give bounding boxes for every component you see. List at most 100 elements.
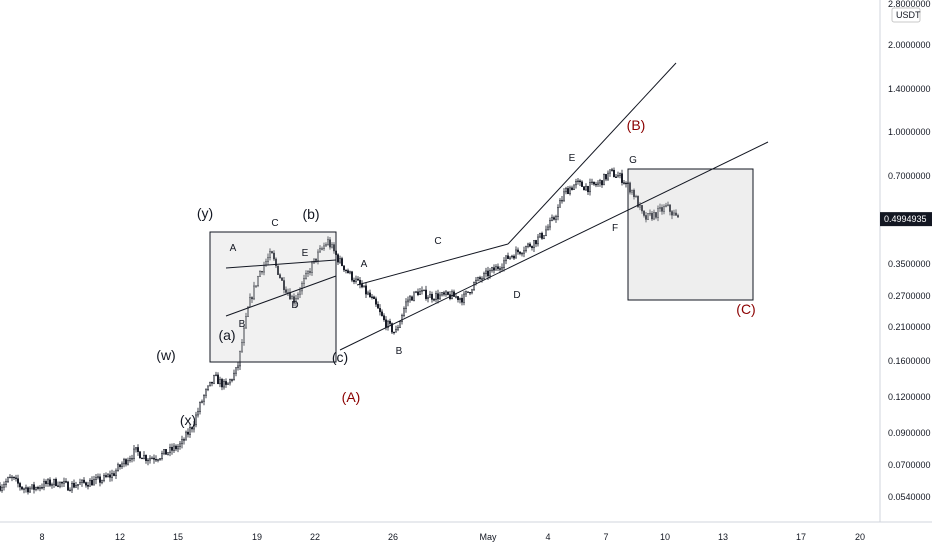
candle-body xyxy=(99,476,101,483)
candle-body xyxy=(301,283,303,292)
candle-body xyxy=(155,459,157,461)
candle-body xyxy=(567,188,569,195)
candle-body xyxy=(425,289,427,299)
wave-label: F xyxy=(612,223,618,234)
candle-body xyxy=(669,204,671,212)
candle-body xyxy=(275,258,277,267)
candle-body xyxy=(539,232,541,238)
candle-body xyxy=(423,289,425,292)
candle-body xyxy=(115,470,117,476)
candle-body xyxy=(443,292,445,295)
candle-body xyxy=(47,479,49,484)
candle-body xyxy=(355,278,357,282)
candle-body xyxy=(233,372,235,380)
candle-body xyxy=(445,291,447,295)
candle-body xyxy=(75,485,77,488)
y-tick-label: 0.0900000 xyxy=(888,428,931,438)
candle-body xyxy=(23,488,25,490)
candle-body xyxy=(381,311,383,316)
candle-body xyxy=(587,185,589,193)
candle-body xyxy=(589,182,591,193)
candle-body xyxy=(401,315,403,322)
candle-body xyxy=(83,479,85,483)
candle-body xyxy=(91,479,93,486)
candle-body xyxy=(245,316,247,329)
candle-body xyxy=(117,464,119,472)
candle-body xyxy=(427,297,429,299)
candle-body xyxy=(361,284,363,288)
candle-body xyxy=(373,296,375,300)
trend-line xyxy=(225,275,337,317)
candle-body xyxy=(337,254,339,263)
candle-body xyxy=(135,447,137,450)
candle-body xyxy=(387,320,389,328)
candle-body xyxy=(411,296,413,301)
candle-body xyxy=(575,181,577,186)
candle-body xyxy=(9,476,11,479)
candle-body xyxy=(37,487,39,489)
candle-body xyxy=(639,205,641,208)
candle-body xyxy=(553,217,555,220)
candle-body xyxy=(665,205,667,207)
candle-body xyxy=(541,232,543,239)
wave-label: B xyxy=(239,319,246,330)
candle-body xyxy=(505,255,507,262)
candle-body xyxy=(295,298,297,304)
candle-body xyxy=(297,293,299,299)
candle-body xyxy=(273,252,275,260)
candle-body xyxy=(299,290,301,295)
candle-body xyxy=(331,244,333,248)
y-tick-label: 0.1200000 xyxy=(888,392,931,402)
candle-body xyxy=(357,278,359,281)
candle-body xyxy=(71,482,73,491)
candle-body xyxy=(215,374,217,376)
candle-body xyxy=(657,208,659,218)
candle-body xyxy=(5,481,7,485)
candle-body xyxy=(375,298,377,305)
candle-body xyxy=(269,251,271,258)
candle-body xyxy=(283,280,285,290)
candle-body xyxy=(495,266,497,271)
wave-label: D xyxy=(513,290,520,301)
candle-body xyxy=(329,239,331,248)
candle-body xyxy=(625,182,627,185)
candle-body xyxy=(637,196,639,208)
wave-b-box xyxy=(209,231,337,363)
candle-body xyxy=(635,196,637,198)
candle-body xyxy=(481,278,483,280)
candle-body xyxy=(165,449,167,455)
candle-body xyxy=(647,213,649,220)
candle-body xyxy=(663,206,665,212)
candle-body xyxy=(25,487,27,490)
x-tick-label: 8 xyxy=(39,532,44,542)
candle-body xyxy=(121,463,123,468)
candle-body xyxy=(161,452,163,459)
last-price-label: 0.4994935 xyxy=(884,214,927,224)
candle-body xyxy=(281,277,283,281)
candle-body xyxy=(303,278,305,284)
candle-body xyxy=(105,475,107,477)
y-tick-label: 0.0700000 xyxy=(888,460,931,470)
x-tick-label: 15 xyxy=(173,532,183,542)
candle-body xyxy=(569,187,571,195)
wave-label: (b) xyxy=(302,206,319,222)
candle-body xyxy=(629,182,631,193)
candle-body xyxy=(279,274,281,279)
candle-body xyxy=(417,291,419,295)
candle-body xyxy=(179,443,181,447)
candle-body xyxy=(397,327,399,330)
candle-body xyxy=(107,474,109,477)
candle-body xyxy=(183,439,185,441)
candle-body xyxy=(229,379,231,384)
candle-body xyxy=(159,458,161,460)
candle-body xyxy=(319,248,321,253)
candle-body xyxy=(73,482,75,488)
candle-body xyxy=(591,181,593,184)
candle-body xyxy=(11,476,13,479)
x-tick-label: 26 xyxy=(388,532,398,542)
trend-line xyxy=(507,62,677,245)
candle-body xyxy=(59,481,61,487)
candle-body xyxy=(653,212,655,220)
candle-body xyxy=(389,320,391,324)
